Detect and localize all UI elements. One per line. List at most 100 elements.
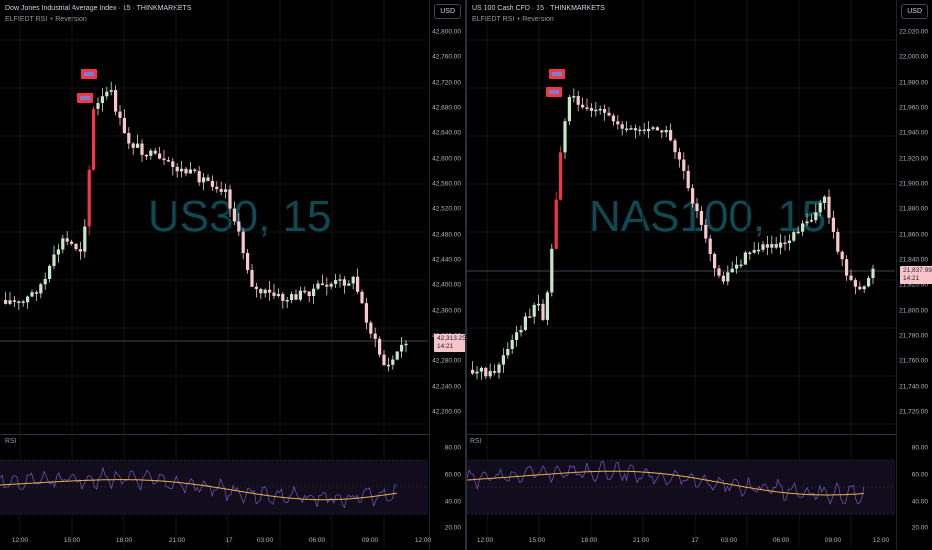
reversion-signal-marker[interactable] [549,69,565,79]
indicator-label[interactable]: ELFIEDT RSI + Reversion [472,16,554,23]
candle [61,234,65,254]
candle [682,152,686,180]
candle [96,97,100,116]
pane-separator[interactable] [467,434,897,435]
symbol-title[interactable]: Dow Jones Industrial Average Index · 15 … [5,5,192,12]
time-tick-label: 12:00 [872,537,890,544]
candle [528,308,532,318]
candle [559,146,563,201]
price-tick-label: 42,680.00 [432,104,461,112]
candle [127,127,131,149]
candle [695,197,699,218]
candle [585,98,589,112]
price-tick-label: 42,640.00 [432,129,461,137]
price-tick-label: 21,780.00 [899,332,928,340]
candle [493,364,497,376]
layout-divider[interactable] [465,0,467,550]
reversion-signal-marker[interactable] [77,93,93,103]
candle [479,366,483,380]
candle [743,250,747,265]
time-tick-label: 18:00 [115,537,133,544]
reversion-signal-marker[interactable] [81,69,97,79]
candle [765,235,769,256]
candle [219,181,223,196]
candle [532,302,536,324]
price-tick-label: 42,720.00 [432,79,461,87]
price-tick-label: 21,720.00 [899,408,928,416]
candle [576,91,580,112]
candle [8,292,12,306]
candle [105,86,109,100]
candle [171,158,175,176]
currency-button[interactable]: USD [434,4,461,19]
price-tick-label: 42,360.00 [432,307,461,315]
candle [188,162,192,174]
candle [232,201,236,225]
candle [774,236,778,250]
candle [347,280,351,287]
candles-canvas[interactable] [467,0,932,550]
candle [404,340,408,353]
candle [572,88,576,103]
candle [193,168,197,174]
price-tick-label: 21,960.00 [899,104,928,112]
candle [325,277,329,296]
candles-canvas[interactable] [0,0,465,550]
candle [563,118,567,159]
candle [334,273,338,288]
price-tick-label: 21,900.00 [899,180,928,188]
candle [87,165,91,236]
candle [197,166,201,186]
candle [259,288,263,299]
candle [202,173,206,191]
price-tick-label: 21,820.00 [899,281,928,289]
candle [228,184,232,218]
rsi-tick-label: 40.00 [444,498,461,506]
candle [74,243,78,252]
candle [290,291,294,304]
price-tick-label: 42,400.00 [432,281,461,289]
nas100-chart[interactable]: US 100 Cash CFD · 15 · THINKMARKETS ELFI… [467,0,932,550]
price-axis[interactable]: USD [896,0,932,550]
us30-chart[interactable]: Dow Jones Industrial Average Index · 15 … [0,0,465,550]
candle [620,120,624,136]
candle [787,234,791,251]
candle [268,280,272,301]
candle [484,366,488,380]
candle [34,290,38,301]
price-tick-label: 42,440.00 [432,256,461,264]
candle [655,126,659,131]
price-tick-label: 42,480.00 [432,231,461,239]
candle [523,312,527,332]
candle [4,291,8,305]
candle [708,234,712,262]
price-axis[interactable]: USD [429,0,465,550]
reversion-signal-marker[interactable] [546,87,562,97]
price-tick-label: 42,600.00 [432,155,461,163]
currency-button[interactable]: USD [901,4,928,19]
candle [149,148,153,160]
time-tick-label: 06:00 [308,537,326,544]
candle [316,280,320,291]
candle [281,291,285,309]
candle [779,234,783,255]
pane-separator[interactable] [0,434,430,435]
candle [567,94,571,125]
candle [594,101,598,117]
time-tick-label: 18:00 [580,537,598,544]
symbol-title[interactable]: US 100 Cash CFD · 15 · THINKMARKETS [472,5,605,12]
candle [471,361,475,375]
candle [660,129,664,139]
candle [338,274,342,288]
time-tick-label: 09:00 [824,537,842,544]
price-tick-label: 42,280.00 [432,357,461,365]
candle [497,362,501,379]
candle [669,123,673,142]
indicator-label[interactable]: ELFIEDT RSI + Reversion [5,16,87,23]
candle [26,295,30,309]
candle [382,350,386,366]
rsi-tick-label: 60.00 [444,471,461,479]
rsi-tick-label: 60.00 [911,471,928,479]
candle [867,275,871,288]
price-tick-label: 42,560.00 [432,180,461,188]
